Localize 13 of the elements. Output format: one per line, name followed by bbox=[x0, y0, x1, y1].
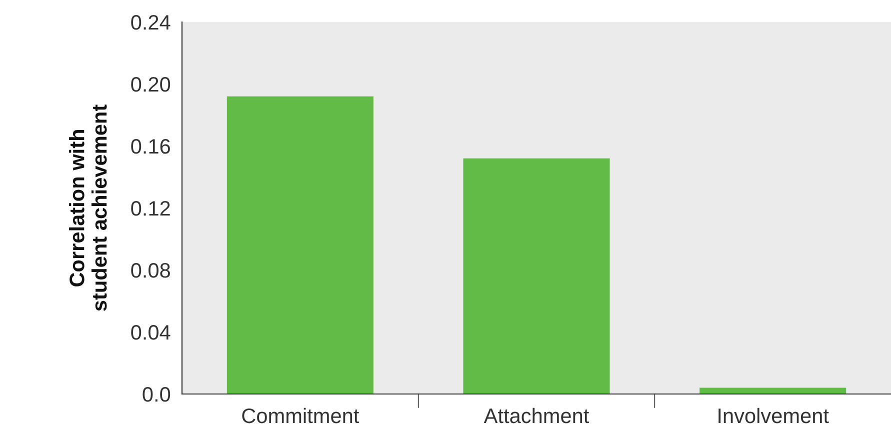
y-tick-label: 0.08 bbox=[131, 263, 170, 278]
x-tick-label: Involvement bbox=[718, 408, 829, 424]
y-tick-label: 0.16 bbox=[131, 139, 170, 154]
bar bbox=[463, 158, 610, 394]
y-tick-label: 0.12 bbox=[131, 201, 170, 216]
bar bbox=[226, 96, 374, 394]
x-tick-label: Commitment bbox=[242, 408, 360, 424]
y-axis-title: Correlation with student achievement bbox=[69, 104, 107, 311]
x-tick-label: Attachment bbox=[484, 408, 590, 424]
y-tick-label: 0.0 bbox=[142, 387, 170, 402]
y-tick-label: 0.24 bbox=[131, 15, 170, 30]
y-tick-label: 0.04 bbox=[131, 325, 170, 340]
y-tick-label: 0.20 bbox=[131, 77, 170, 92]
